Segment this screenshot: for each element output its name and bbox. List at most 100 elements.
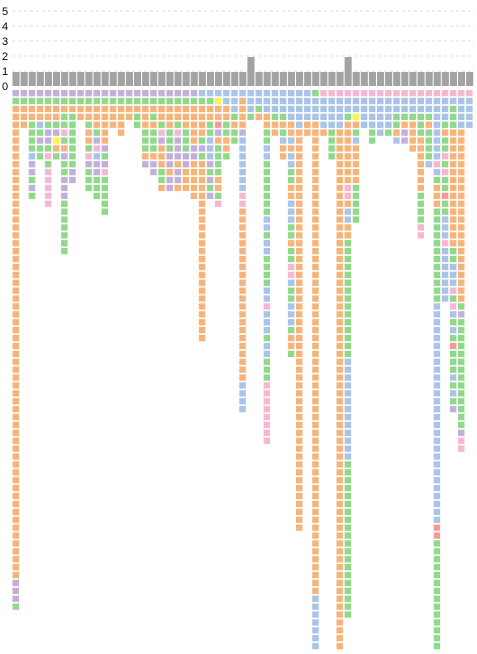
bar [312, 72, 320, 86]
cell [449, 161, 457, 168]
cell [344, 232, 352, 239]
cell [336, 437, 343, 444]
cell [198, 208, 206, 215]
cell [239, 224, 246, 231]
cell [417, 224, 424, 231]
cell [458, 413, 465, 421]
cell [458, 311, 465, 318]
bar [458, 72, 466, 86]
cell [393, 105, 400, 113]
cell [44, 113, 52, 120]
cell [433, 429, 441, 436]
cell [166, 97, 173, 105]
cell [336, 643, 343, 650]
cell [12, 374, 19, 381]
cell [12, 327, 19, 334]
cell [296, 500, 303, 508]
cell [247, 97, 254, 105]
cell [433, 445, 441, 452]
cell [150, 153, 157, 160]
cell [425, 113, 433, 120]
cell [28, 97, 36, 105]
cell [312, 271, 319, 278]
cell [368, 97, 376, 105]
cell [190, 153, 198, 160]
cell [458, 406, 465, 413]
cell [101, 90, 109, 97]
cell [328, 90, 335, 97]
cell [336, 611, 343, 618]
cell [296, 334, 303, 342]
cell [458, 303, 465, 310]
cell [287, 176, 295, 184]
cell [344, 595, 352, 602]
cell [12, 169, 19, 176]
cell [53, 97, 60, 105]
cell [433, 232, 441, 239]
cell [441, 161, 449, 168]
cell [182, 169, 190, 176]
cell [101, 153, 109, 160]
cell [174, 121, 181, 128]
cell [85, 184, 92, 192]
cell [109, 97, 117, 105]
cell [158, 129, 165, 136]
cell [336, 358, 343, 365]
cell [441, 200, 449, 207]
cell [441, 105, 449, 113]
cell [449, 169, 457, 176]
cell [417, 153, 424, 160]
cell [296, 477, 303, 484]
cell [77, 90, 84, 97]
cell [336, 390, 343, 397]
cell [458, 216, 465, 223]
cell [312, 342, 319, 350]
cell [458, 287, 465, 294]
cell [85, 153, 92, 160]
cell [344, 374, 352, 381]
bar [231, 72, 239, 86]
cell [263, 90, 271, 97]
cell [458, 437, 465, 444]
cell [417, 97, 424, 105]
cell [190, 184, 198, 192]
cell [401, 129, 408, 136]
cell [12, 334, 19, 342]
cell [44, 90, 52, 97]
cell [279, 129, 287, 136]
cell [12, 311, 19, 318]
cell [93, 184, 100, 192]
cell [312, 295, 319, 302]
cell [312, 169, 319, 176]
cell [142, 113, 149, 120]
cell [433, 176, 441, 184]
cell [296, 145, 303, 152]
cell [336, 461, 343, 468]
cell [263, 192, 271, 199]
cell [344, 358, 352, 365]
cell [142, 137, 149, 144]
cell [433, 413, 441, 421]
cell [263, 184, 271, 192]
cell [206, 121, 214, 128]
cell [312, 232, 319, 239]
cell [69, 113, 76, 120]
cell [263, 271, 271, 278]
cell [239, 216, 246, 223]
cell [336, 90, 343, 97]
cell [417, 121, 424, 128]
cell [69, 169, 76, 176]
cell [53, 129, 60, 136]
cell [190, 97, 198, 105]
cell [12, 413, 19, 421]
cell [93, 90, 100, 97]
cell [12, 587, 19, 594]
cell [263, 374, 271, 381]
bar [53, 72, 61, 86]
cell [296, 303, 303, 310]
cell [287, 232, 295, 239]
cell [61, 224, 68, 231]
cell [425, 145, 433, 152]
cell [239, 208, 246, 215]
cell [336, 540, 343, 547]
